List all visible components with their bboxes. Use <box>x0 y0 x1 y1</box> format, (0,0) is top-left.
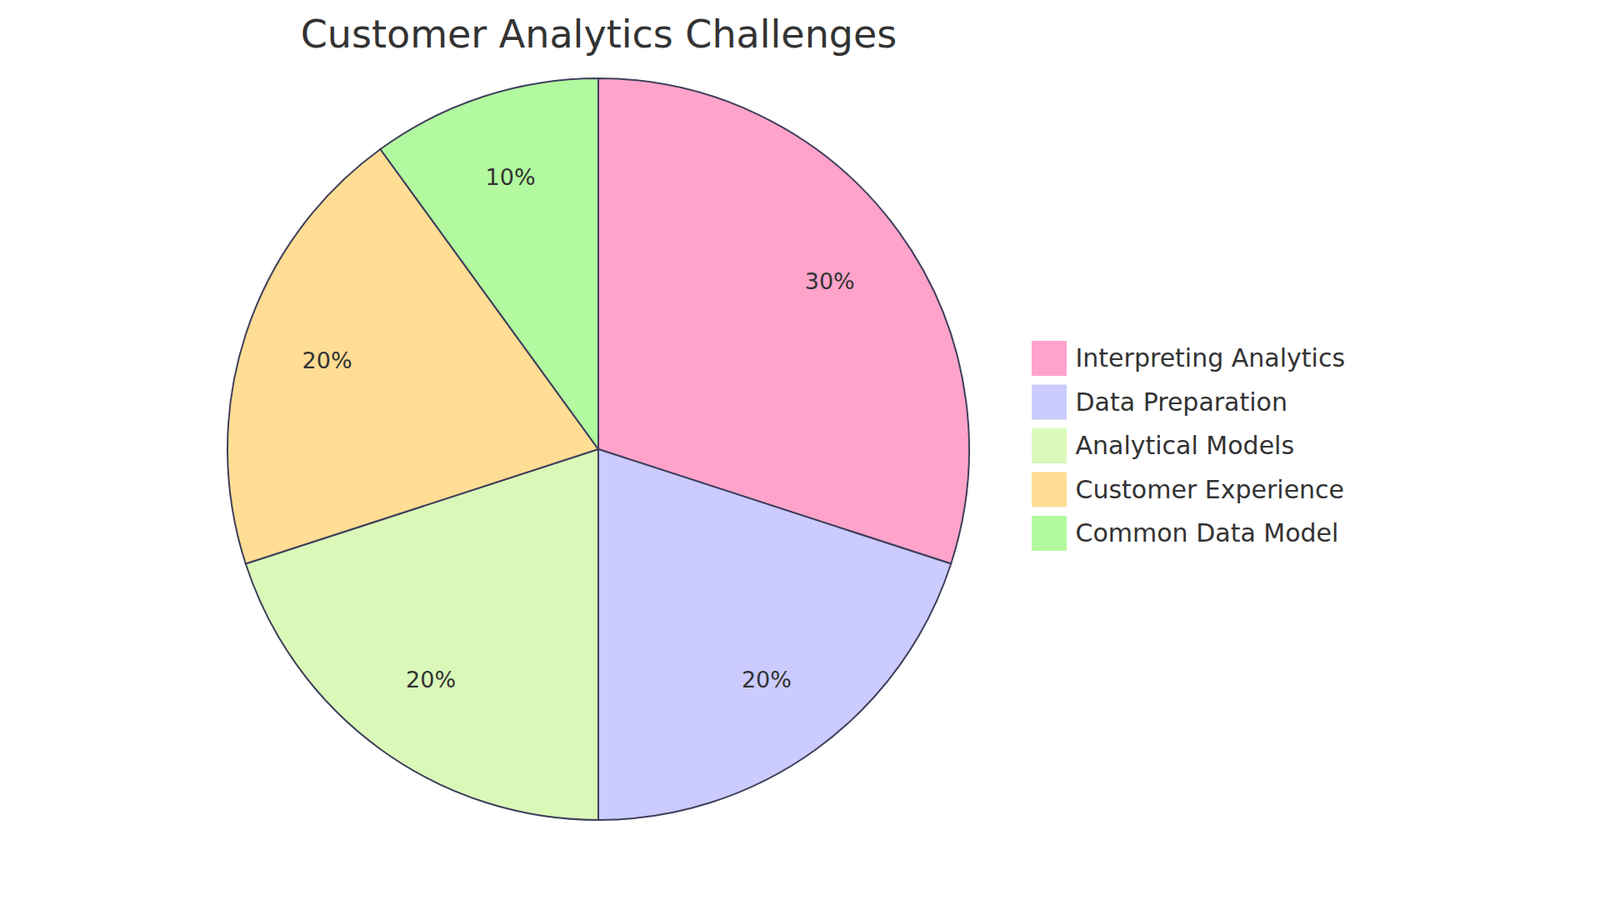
svg-text:10%: 10% <box>485 164 536 190</box>
svg-text:20%: 20% <box>741 666 792 693</box>
svg-text:Analytical Models: Analytical Models <box>1075 430 1295 460</box>
svg-text:Customer Analytics Challenges: Customer Analytics Challenges <box>300 11 898 57</box>
svg-text:Data Preparation: Data Preparation <box>1075 387 1288 417</box>
svg-text:20%: 20% <box>405 666 456 693</box>
svg-text:Interpreting Analytics: Interpreting Analytics <box>1075 343 1346 373</box>
svg-text:20%: 20% <box>302 347 353 374</box>
svg-text:Common Data Model: Common Data Model <box>1075 518 1340 548</box>
svg-text:30%: 30% <box>805 268 855 295</box>
svg-text:Customer Experience: Customer Experience <box>1075 475 1345 505</box>
